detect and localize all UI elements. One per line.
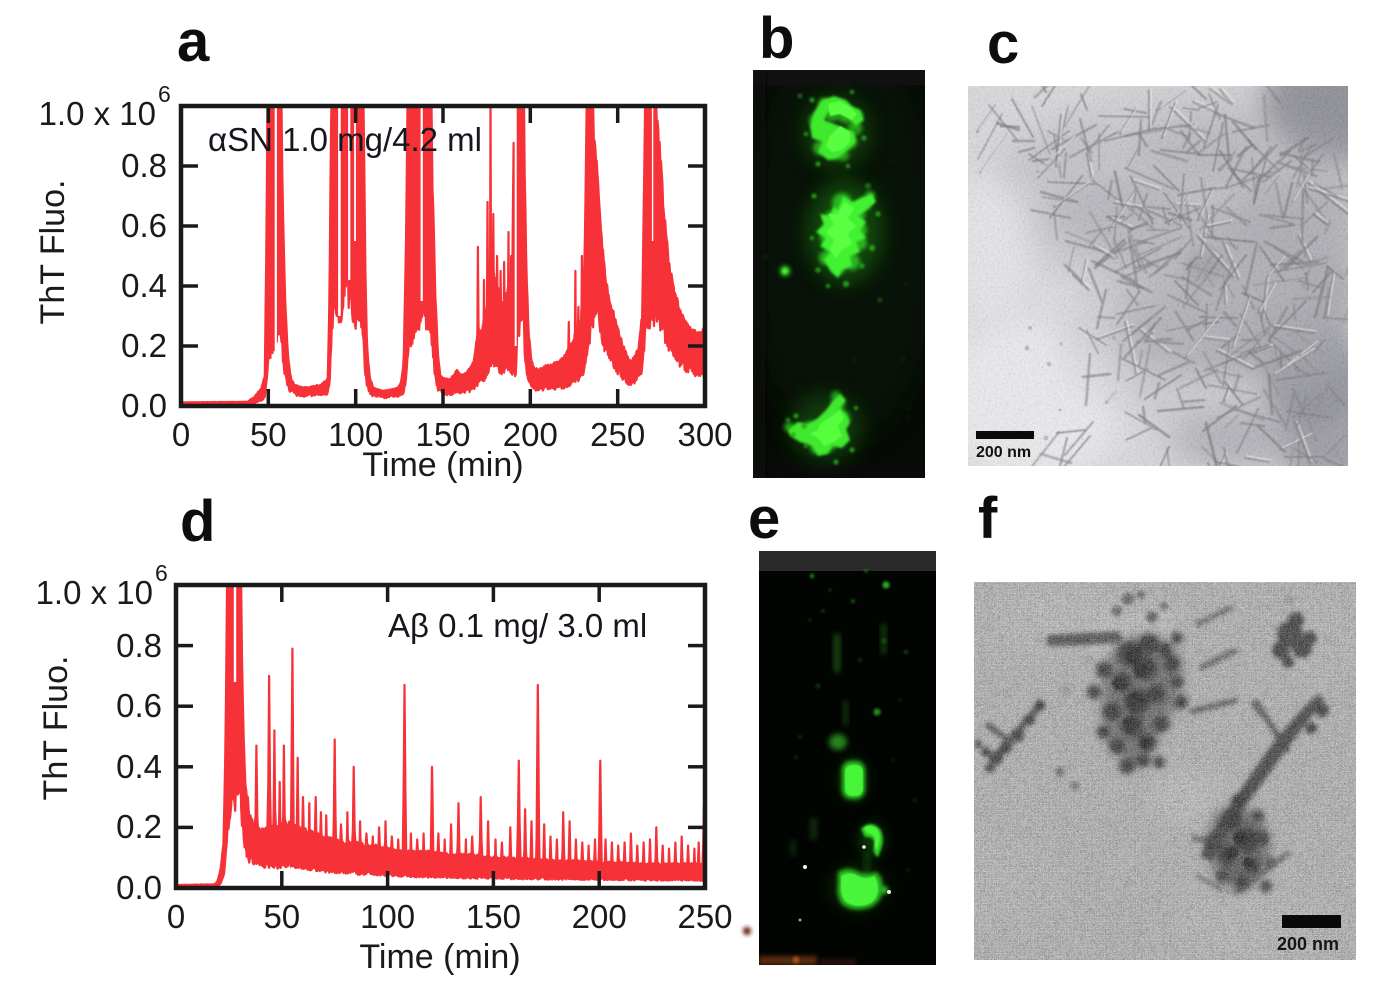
svg-text:0.0: 0.0 [116, 869, 162, 906]
svg-text:150: 150 [466, 898, 521, 935]
svg-text:0.6: 0.6 [116, 687, 162, 724]
svg-text:250: 250 [677, 898, 732, 935]
svg-text:0: 0 [167, 898, 185, 935]
svg-text:300: 300 [677, 416, 732, 453]
svg-text:0.2: 0.2 [121, 327, 167, 364]
svg-text:ThT Fluo.: ThT Fluo. [34, 180, 72, 325]
svg-text:0.4: 0.4 [121, 267, 167, 304]
svg-text:0.2: 0.2 [116, 808, 162, 845]
svg-text:e: e [748, 486, 780, 551]
svg-text:a: a [177, 9, 210, 74]
svg-text:0.8: 0.8 [121, 147, 167, 184]
svg-text:200: 200 [572, 898, 627, 935]
svg-text:6: 6 [158, 81, 171, 107]
svg-text:0.8: 0.8 [116, 627, 162, 664]
svg-text:c: c [987, 11, 1019, 76]
svg-text:Time (min): Time (min) [362, 446, 523, 484]
svg-text:f: f [978, 486, 998, 551]
svg-text:50: 50 [263, 898, 300, 935]
svg-text:ThT Fluo.: ThT Fluo. [37, 656, 75, 801]
svg-text:150: 150 [415, 416, 470, 453]
svg-text:6: 6 [155, 560, 168, 586]
svg-text:250: 250 [590, 416, 645, 453]
svg-text:100: 100 [360, 898, 415, 935]
svg-text:200 nm: 200 nm [1277, 934, 1339, 954]
svg-text:200: 200 [503, 416, 558, 453]
svg-text:0: 0 [172, 416, 190, 453]
svg-text:50: 50 [250, 416, 287, 453]
svg-text:d: d [180, 489, 215, 554]
svg-text:0.4: 0.4 [116, 748, 162, 785]
svg-text:1.0 x 10: 1.0 x 10 [39, 95, 156, 132]
svg-text:Aβ 0.1 mg/ 3.0 ml: Aβ 0.1 mg/ 3.0 ml [388, 607, 647, 644]
svg-text:1.0 x 10: 1.0 x 10 [36, 574, 153, 611]
svg-text:0.6: 0.6 [121, 207, 167, 244]
svg-text:b: b [759, 6, 794, 71]
svg-text:100: 100 [328, 416, 383, 453]
svg-text:αSN 1.0 mg/4.2 ml: αSN 1.0 mg/4.2 ml [208, 121, 482, 158]
svg-text:Time (min): Time (min) [359, 938, 520, 976]
svg-text:200 nm: 200 nm [976, 444, 1031, 461]
svg-text:0.0: 0.0 [121, 387, 167, 424]
